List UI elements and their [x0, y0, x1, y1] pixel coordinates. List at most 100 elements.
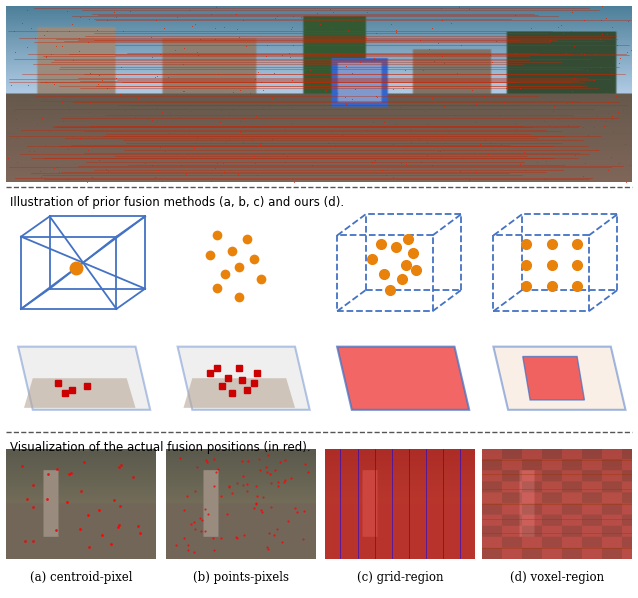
Point — [40, 77, 50, 87]
Point — [390, 119, 401, 129]
Point — [101, 164, 111, 174]
Point — [369, 53, 380, 63]
Point — [184, 106, 195, 115]
Point — [256, 139, 266, 148]
Point — [458, 153, 468, 163]
Point — [84, 131, 94, 141]
Point — [94, 71, 104, 80]
Point — [28, 536, 38, 546]
Point — [601, 88, 611, 97]
Point — [242, 479, 252, 489]
Point — [282, 151, 292, 161]
Point — [295, 12, 306, 22]
Point — [341, 62, 352, 71]
Point — [251, 481, 261, 491]
Point — [346, 68, 357, 78]
Point — [6, 80, 17, 89]
Point — [288, 40, 298, 50]
Point — [371, 91, 381, 101]
Point — [576, 48, 586, 57]
Point — [470, 118, 480, 127]
Point — [243, 456, 253, 466]
Point — [602, 29, 612, 38]
Point — [427, 161, 437, 170]
Point — [225, 483, 235, 492]
Point — [227, 488, 237, 498]
Point — [256, 77, 266, 87]
Point — [85, 97, 95, 106]
Point — [578, 122, 588, 132]
Point — [300, 23, 310, 32]
Point — [83, 510, 93, 520]
Point — [499, 97, 509, 107]
Point — [239, 113, 249, 123]
Point — [601, 90, 611, 100]
Point — [437, 15, 447, 25]
Point — [96, 76, 107, 86]
Point — [549, 102, 560, 111]
Point — [27, 480, 38, 490]
Point — [488, 90, 498, 100]
Point — [252, 170, 262, 180]
Point — [128, 472, 138, 482]
Point — [343, 25, 353, 35]
Point — [325, 4, 335, 14]
Point — [437, 132, 447, 141]
Point — [516, 83, 526, 93]
Point — [152, 103, 162, 112]
Point — [595, 34, 605, 44]
Point — [222, 509, 232, 519]
Point — [163, 129, 174, 138]
Point — [181, 169, 191, 178]
Point — [422, 137, 432, 147]
Point — [328, 7, 338, 17]
Point — [433, 38, 443, 47]
Point — [439, 59, 449, 68]
Point — [413, 135, 424, 144]
Point — [218, 158, 228, 168]
Polygon shape — [24, 379, 135, 408]
Point — [595, 62, 605, 72]
Point — [235, 128, 246, 138]
Point — [251, 498, 262, 508]
Point — [568, 112, 578, 121]
Point — [117, 92, 128, 102]
Point — [355, 57, 365, 66]
Point — [567, 7, 577, 17]
Point — [272, 477, 283, 487]
Point — [160, 140, 170, 150]
Point — [540, 157, 551, 166]
Point — [108, 495, 119, 505]
Point — [210, 34, 220, 44]
Point — [101, 15, 112, 25]
Point — [94, 505, 104, 514]
Point — [64, 26, 74, 36]
Point — [620, 139, 630, 149]
Point — [114, 520, 124, 529]
Point — [150, 72, 160, 81]
Point — [202, 457, 212, 466]
Point — [589, 122, 599, 132]
Point — [146, 32, 156, 42]
Point — [130, 112, 140, 122]
Point — [300, 66, 311, 75]
Point — [305, 65, 315, 74]
Point — [325, 34, 335, 44]
Point — [150, 91, 160, 100]
Point — [250, 158, 260, 168]
Point — [10, 48, 20, 57]
Point — [492, 107, 502, 117]
Point — [234, 32, 244, 41]
Point — [97, 530, 107, 540]
Point — [299, 507, 309, 516]
Point — [316, 121, 326, 130]
Point — [182, 545, 193, 554]
Point — [567, 26, 577, 35]
Point — [200, 527, 211, 536]
Point — [302, 468, 313, 477]
Point — [196, 526, 206, 535]
Point — [172, 13, 182, 22]
Point — [266, 502, 276, 512]
Point — [520, 166, 530, 175]
Point — [75, 133, 85, 142]
